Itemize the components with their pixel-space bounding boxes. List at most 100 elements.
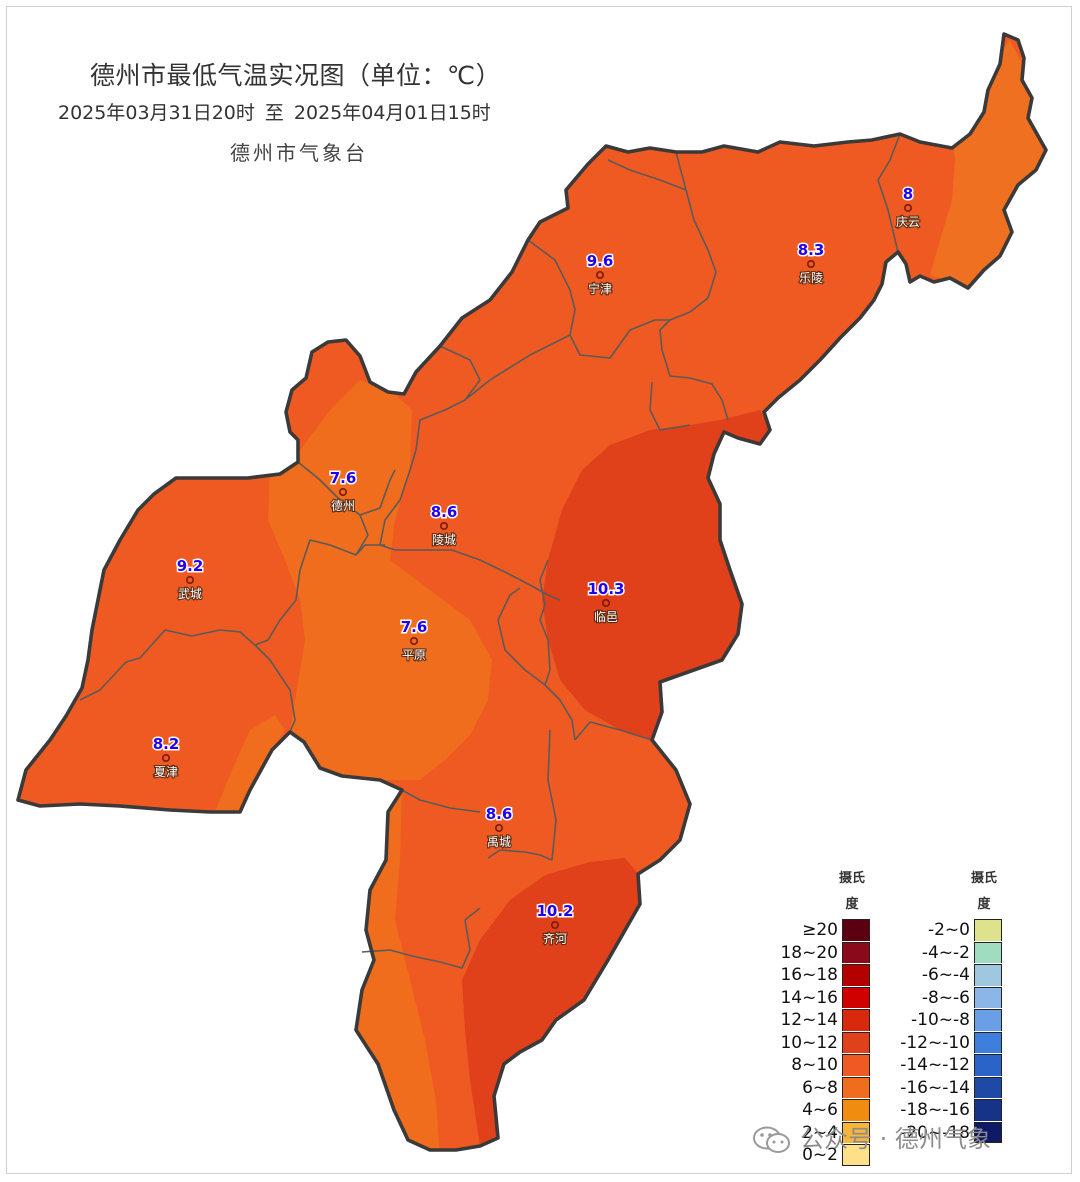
legend-unit-bottom: 度 bbox=[977, 897, 991, 912]
legend-item: -4~-2 bbox=[870, 941, 1002, 965]
legend-swatch bbox=[974, 1054, 1002, 1076]
wechat-icon bbox=[753, 1126, 790, 1153]
legend-swatch bbox=[842, 1031, 870, 1053]
time-separator: 至 bbox=[264, 102, 284, 124]
legend-item: -6~-4 bbox=[870, 964, 1002, 987]
station-name: 平原 bbox=[402, 648, 426, 662]
legend-swatch bbox=[974, 1031, 1002, 1053]
legend-swatch bbox=[842, 1054, 870, 1076]
station-value: 7.6 bbox=[401, 618, 428, 636]
station-dot-icon bbox=[439, 521, 448, 530]
station-dot-icon bbox=[595, 270, 604, 279]
legend-unit-top: 摄氏 bbox=[838, 871, 865, 886]
legend-item: 8~10 bbox=[740, 1054, 870, 1077]
time-range: 2025年03月31日20时至 2025年04月01日15时 bbox=[58, 98, 491, 125]
legend-label: -6~-4 bbox=[921, 965, 970, 985]
station-name: 庆云 bbox=[896, 215, 920, 229]
legend-item: -8~-6 bbox=[870, 986, 1002, 1010]
legend-label: -2~0 bbox=[927, 920, 970, 940]
station-value: 8.6 bbox=[486, 805, 513, 823]
station-name: 陵城 bbox=[432, 533, 456, 547]
legend-swatch bbox=[974, 1121, 1002, 1143]
legend-label: 8~10 bbox=[791, 1055, 838, 1075]
legend-swatch bbox=[842, 1121, 870, 1143]
legend-label: 4~6 bbox=[802, 1100, 838, 1120]
legend-label: 10~12 bbox=[780, 1032, 838, 1053]
legend-unit-cold: 摄氏 度 bbox=[964, 866, 1004, 918]
station: 8.6 陵城 bbox=[429, 502, 459, 549]
legend-swatch bbox=[974, 1099, 1002, 1121]
station-value: 8.3 bbox=[798, 241, 825, 259]
legend-swatch bbox=[974, 919, 1002, 941]
station: 7.6 平原 bbox=[399, 617, 429, 664]
legend-item: -20~-18 bbox=[870, 1121, 1002, 1145]
legend-item: -12~-10 bbox=[870, 1031, 1002, 1055]
legend-unit-warm: 摄氏 度 bbox=[832, 866, 872, 918]
station-dot-icon bbox=[494, 823, 503, 832]
legend-swatch bbox=[842, 1099, 870, 1121]
legend-unit-bottom: 度 bbox=[845, 897, 859, 912]
station: 10.3 临邑 bbox=[586, 579, 626, 626]
station-markers: 8 庆云 8.3 乐陵 9.6 宁津 7.6 德州 8.6 陵城 9.2 武城 10.3 临邑 7.6 平原 8… bbox=[151, 184, 921, 948]
legend-item: 12~14 bbox=[740, 1009, 870, 1032]
legend-label: -8~-6 bbox=[921, 987, 970, 1008]
legend-swatch bbox=[842, 1076, 870, 1098]
legend-label: -20~-18 bbox=[900, 1122, 970, 1143]
legend-label: 18~20 bbox=[780, 942, 838, 963]
station: 9.6 宁津 bbox=[585, 251, 615, 298]
legend-cold: -2~0 -4~-2 -6~-4 -8~-6 -10~-8 -12~-10 -14~-12-… bbox=[870, 919, 1002, 1149]
station: 8.2 夏津 bbox=[151, 734, 181, 781]
station-dot-icon bbox=[186, 575, 195, 584]
station: 7.6 德州 bbox=[328, 468, 358, 515]
legend-swatch bbox=[842, 941, 870, 963]
legend-swatch bbox=[842, 986, 870, 1008]
legend-swatch bbox=[974, 964, 1002, 986]
legend-item: -2~0 bbox=[870, 919, 1002, 942]
legend-label: 2~4 bbox=[802, 1122, 838, 1143]
legend-swatch bbox=[974, 986, 1002, 1008]
legend-label: 14~16 bbox=[780, 987, 838, 1008]
legend-item: 2~4 bbox=[740, 1121, 870, 1145]
legend-label: -12~-10 bbox=[900, 1032, 970, 1053]
legend-label: ≥20 bbox=[802, 920, 838, 940]
county-boundaries bbox=[79, 133, 901, 969]
legend-swatch bbox=[842, 919, 870, 941]
legend-label: 0~2 bbox=[802, 1145, 838, 1165]
legend-swatch bbox=[974, 1076, 1002, 1098]
station-dot-icon bbox=[409, 636, 418, 645]
legend-label: 12~14 bbox=[780, 1010, 838, 1030]
legend-swatch bbox=[842, 964, 870, 986]
station: 8 庆云 bbox=[895, 184, 921, 231]
legend-unit-top: 摄氏 bbox=[970, 871, 997, 886]
legend-swatch bbox=[842, 1144, 870, 1166]
map-title: 德州市最低气温实况图（单位：℃） bbox=[90, 61, 502, 90]
legend-item: -14~-12 bbox=[870, 1054, 1002, 1077]
station-name: 宁津 bbox=[588, 281, 612, 296]
time-end: 2025年04月01日15时 bbox=[293, 102, 491, 124]
legend-label: -14~-12 bbox=[900, 1055, 970, 1075]
station-dot-icon bbox=[806, 259, 815, 268]
station-name: 临邑 bbox=[594, 610, 618, 624]
station-value: 8.6 bbox=[431, 503, 458, 521]
legend-item: 16~18 bbox=[740, 964, 870, 987]
zone-6-8-xiajin bbox=[215, 715, 285, 812]
time-start: 2025年03月31日20时 bbox=[58, 102, 255, 124]
station-name: 德州 bbox=[331, 498, 355, 513]
watermark-text: 公众号 · 德州气象 bbox=[800, 1125, 991, 1153]
station-dot-icon bbox=[601, 598, 610, 607]
legend-item: 4~6 bbox=[740, 1099, 870, 1122]
station: 8.3 乐陵 bbox=[796, 240, 826, 287]
legend-label: 6~8 bbox=[802, 1077, 838, 1098]
station-dot-icon bbox=[903, 204, 912, 213]
zone-6-8-central bbox=[268, 380, 492, 780]
legend-warm: ≥20 18~20 16~18 14~16 12~14 10~12 8~10 6~8 4~6 2~… bbox=[740, 919, 870, 1169]
station-name: 乐陵 bbox=[799, 271, 823, 285]
station-value: 8.2 bbox=[153, 735, 180, 753]
station-name: 武城 bbox=[178, 587, 202, 601]
legend-item: 0~2 bbox=[740, 1144, 870, 1167]
legend-swatch bbox=[974, 941, 1002, 963]
station-dot-icon bbox=[338, 487, 347, 496]
legend-swatch bbox=[974, 1009, 1002, 1031]
watermark: 公众号 · 德州气象 bbox=[752, 1122, 991, 1156]
